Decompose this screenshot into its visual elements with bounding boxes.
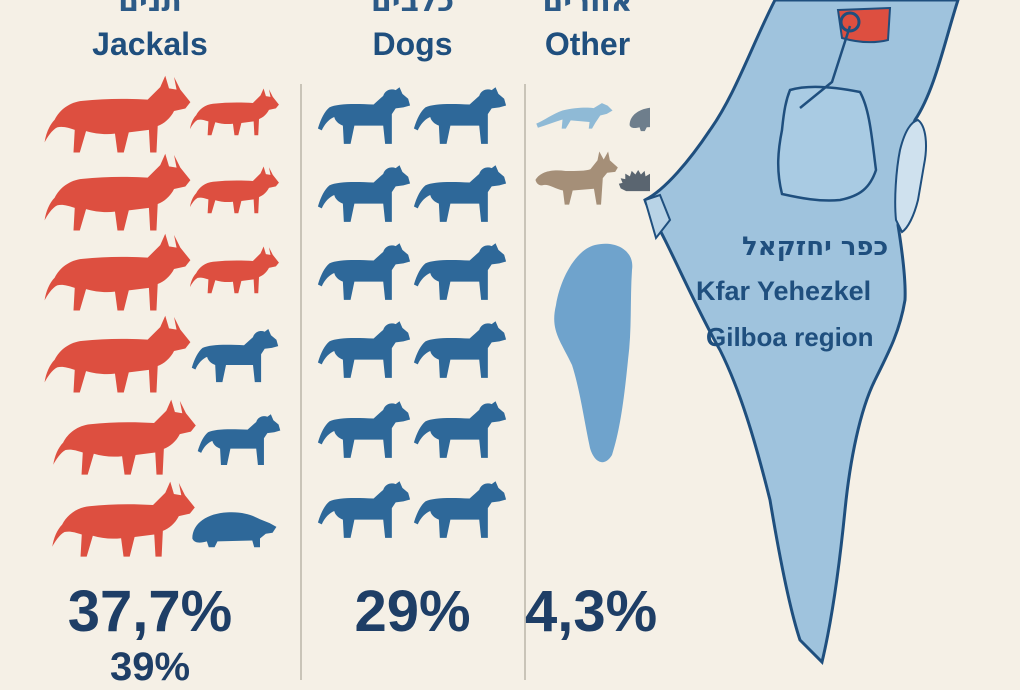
other-heading: Other <box>544 26 631 62</box>
badger-icon <box>192 512 277 548</box>
other-percent: 4,3% <box>525 579 658 644</box>
gaza-strip <box>643 193 672 241</box>
jackal-icon <box>44 315 191 393</box>
dead-sea-lake <box>554 243 633 463</box>
jackals-column: תנים Jackals 37,7% 39% <box>0 0 300 689</box>
dog-icon <box>413 165 507 222</box>
map-label-village: Kfar Yehezkel <box>696 276 872 306</box>
dog-icon <box>317 243 411 300</box>
dog-icon <box>413 243 507 300</box>
badger-icon <box>629 107 650 132</box>
jackal-icon <box>44 233 191 311</box>
hedgehog-icon <box>618 169 650 192</box>
west-bank-outline <box>776 85 878 202</box>
dogs-hebrew-heading: כלבים <box>370 0 455 19</box>
region-pointer-line <box>799 25 852 109</box>
other-hebrew-heading: אחרים <box>542 0 633 19</box>
jackal-icon <box>190 246 279 294</box>
column-divider <box>524 84 526 680</box>
map-label-hebrew: כפר יחזקאל <box>742 232 889 262</box>
dogs-heading: Dogs <box>372 26 453 62</box>
dog-icon <box>197 414 281 465</box>
jackal-icon <box>53 399 196 475</box>
dog-icon <box>413 87 507 144</box>
other-column: אחרים Other 4,3% <box>525 0 658 680</box>
dogs-percent: 29% <box>354 579 471 644</box>
jackals-heading: Jackals <box>92 26 208 62</box>
jackal-icon <box>190 166 279 214</box>
dogs-column: כלבים Dogs 29% <box>300 0 525 680</box>
dog-icon <box>317 321 411 378</box>
map-label-region: Gilboa region <box>706 322 874 352</box>
jackal-icon <box>44 153 191 231</box>
jackals-percent-secondary: 39% <box>109 645 191 689</box>
location-marker-icon <box>839 11 861 33</box>
jackal-icon <box>44 75 191 153</box>
mongoose-icon <box>536 103 613 129</box>
dog-icon <box>317 401 411 458</box>
region-highlight <box>836 6 892 44</box>
dog-icon <box>191 329 279 383</box>
jackal-icon <box>52 481 195 557</box>
dog-icon <box>413 321 507 378</box>
column-divider <box>300 84 302 680</box>
jackal-icon <box>190 88 279 136</box>
dog-icon <box>413 401 507 458</box>
dog-icon <box>413 481 507 538</box>
sea-of-galilee <box>894 118 927 234</box>
jackals-hebrew-heading: תנים <box>118 0 182 19</box>
israel-map <box>554 0 960 665</box>
fox-icon <box>535 151 618 205</box>
dog-icon <box>317 481 411 538</box>
dog-icon <box>317 165 411 222</box>
dog-icon <box>317 87 411 144</box>
jackals-percent: 37,7% <box>67 579 233 644</box>
